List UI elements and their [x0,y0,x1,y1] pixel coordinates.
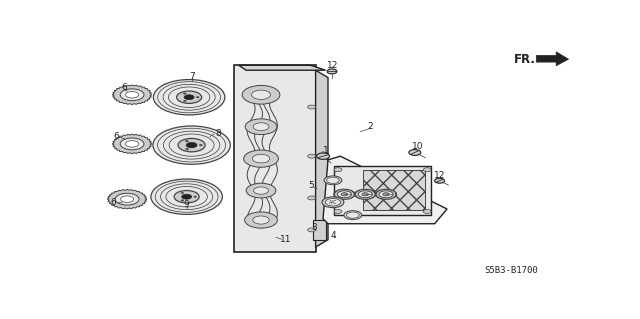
Circle shape [154,79,225,115]
Circle shape [435,178,445,183]
Circle shape [423,210,431,213]
Text: 10: 10 [412,142,423,151]
Circle shape [184,100,186,102]
Circle shape [308,228,316,232]
Circle shape [334,168,342,172]
Circle shape [186,143,197,148]
Circle shape [184,93,186,94]
Circle shape [174,190,199,203]
Text: A/C: A/C [329,200,337,205]
Circle shape [115,193,139,205]
Polygon shape [333,189,355,200]
Circle shape [379,191,393,198]
Circle shape [253,187,269,194]
Circle shape [120,138,144,150]
Circle shape [344,211,362,219]
Text: 6: 6 [122,83,127,92]
Circle shape [327,69,337,74]
Circle shape [194,196,196,197]
Polygon shape [239,65,326,70]
Circle shape [334,210,342,213]
Circle shape [252,90,271,100]
Circle shape [244,212,277,228]
Circle shape [184,95,194,100]
Circle shape [120,89,144,101]
Circle shape [341,193,348,196]
Polygon shape [108,189,147,209]
Polygon shape [112,85,152,105]
Circle shape [308,154,316,158]
Polygon shape [316,70,328,247]
Text: 1: 1 [323,145,328,154]
Polygon shape [375,189,397,200]
Circle shape [151,179,222,214]
Circle shape [153,126,230,164]
Circle shape [308,105,316,109]
Text: 2: 2 [367,122,373,131]
Circle shape [308,196,316,200]
Polygon shape [355,189,376,200]
Text: 6: 6 [111,198,116,207]
Circle shape [186,148,189,150]
Text: 6: 6 [113,132,119,141]
Text: 4: 4 [330,231,336,240]
Text: 7: 7 [189,72,195,81]
Circle shape [326,177,339,183]
Circle shape [346,212,359,218]
Text: 3: 3 [311,223,317,233]
FancyBboxPatch shape [313,220,326,240]
Circle shape [181,200,184,201]
Text: FR.: FR. [514,53,536,66]
Text: 8: 8 [215,129,221,138]
Circle shape [186,140,188,142]
Circle shape [337,191,351,198]
Text: 5: 5 [308,181,314,190]
Circle shape [322,197,344,208]
Circle shape [120,196,134,203]
Polygon shape [323,156,447,224]
Circle shape [324,176,342,185]
Circle shape [181,192,184,194]
Polygon shape [536,52,568,66]
Polygon shape [112,134,152,154]
FancyBboxPatch shape [363,170,425,210]
Circle shape [246,183,276,198]
FancyBboxPatch shape [234,65,316,252]
FancyBboxPatch shape [334,167,431,215]
Circle shape [423,168,431,172]
Circle shape [125,141,139,147]
Circle shape [383,193,389,196]
Circle shape [253,216,269,224]
Circle shape [245,119,277,135]
Circle shape [253,123,269,131]
Circle shape [244,150,278,167]
Circle shape [252,154,269,163]
Text: S5B3-B1700: S5B3-B1700 [484,266,538,275]
Text: 12: 12 [327,61,339,70]
Circle shape [182,194,191,199]
Circle shape [242,85,280,104]
Circle shape [177,91,202,103]
Circle shape [358,191,372,198]
Circle shape [178,138,205,152]
Circle shape [317,153,330,160]
Circle shape [199,145,202,146]
Text: 11: 11 [280,235,292,244]
Circle shape [125,92,139,98]
Circle shape [409,150,420,155]
Circle shape [196,97,199,98]
Text: 9: 9 [184,200,189,209]
Circle shape [325,198,340,206]
Circle shape [362,193,369,196]
Text: 12: 12 [434,171,445,180]
